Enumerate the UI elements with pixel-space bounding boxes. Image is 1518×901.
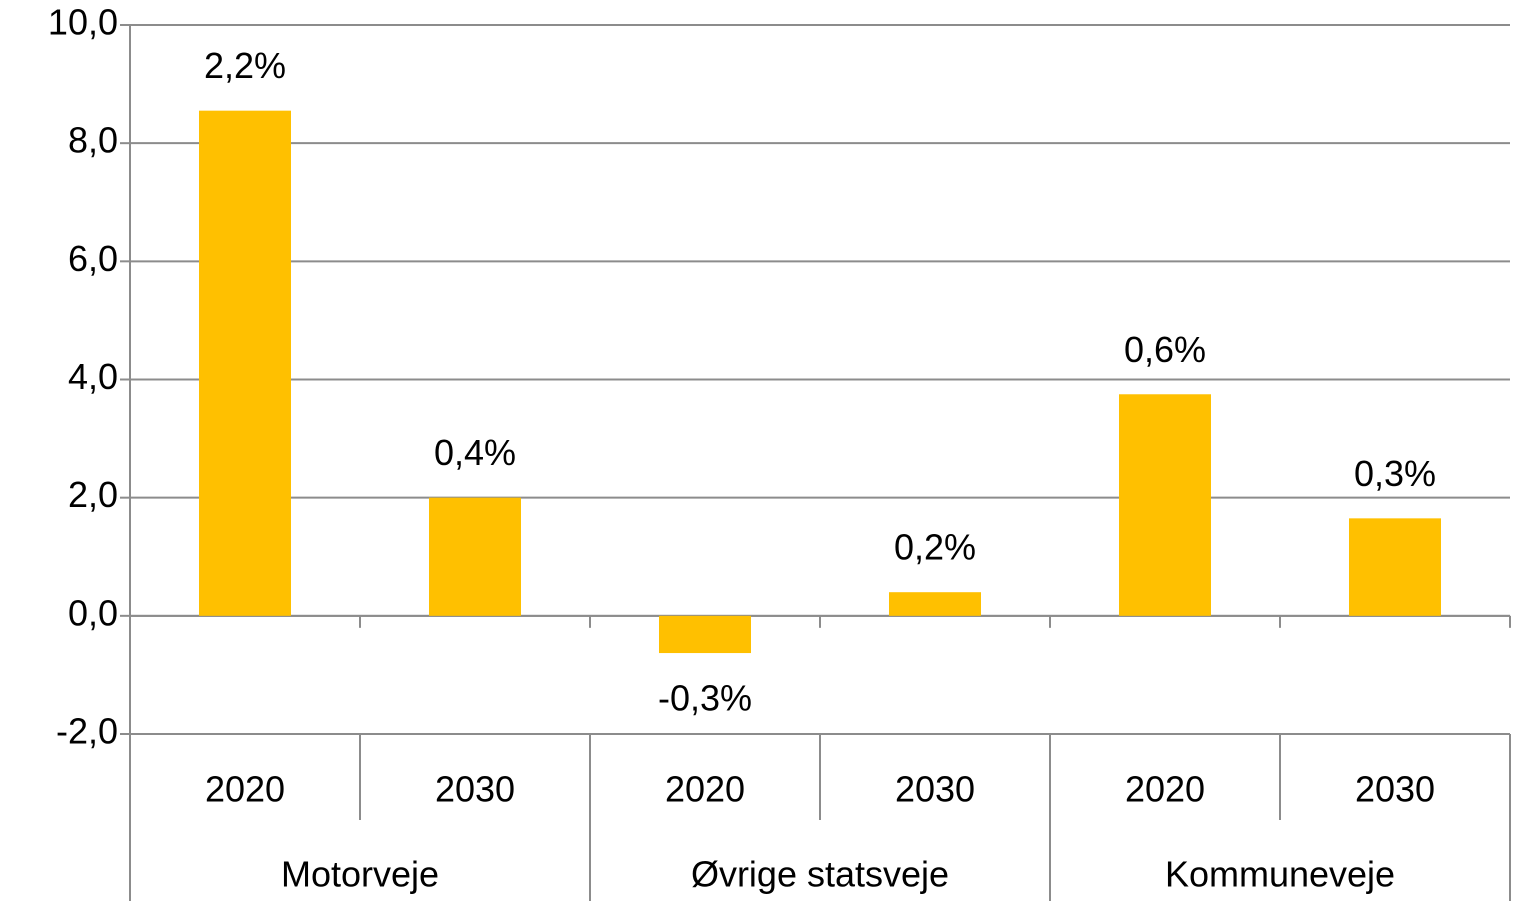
bar bbox=[659, 615, 751, 654]
bar-annotation: 0,6% bbox=[1124, 329, 1206, 370]
y-tick-label: 2,0 bbox=[68, 474, 118, 515]
y-tick-label: 10,0 bbox=[48, 2, 118, 43]
bar bbox=[1349, 518, 1441, 616]
x-tick-label: 2020 bbox=[205, 769, 285, 810]
group-label: Kommuneveje bbox=[1165, 854, 1395, 895]
y-tick-label: 8,0 bbox=[68, 120, 118, 161]
bar-annotation: 0,4% bbox=[434, 432, 516, 473]
x-tick-label: 2030 bbox=[1355, 769, 1435, 810]
bar-annotation: 0,3% bbox=[1354, 453, 1436, 494]
y-tick-label: 0,0 bbox=[68, 592, 118, 633]
bar bbox=[429, 497, 521, 616]
bar bbox=[1119, 394, 1211, 616]
group-label: Øvrige statsveje bbox=[691, 854, 949, 895]
x-tick-label: 2020 bbox=[1125, 769, 1205, 810]
bar-annotation: -0,3% bbox=[658, 678, 752, 719]
y-tick-label: 6,0 bbox=[68, 238, 118, 279]
y-tick-label: -2,0 bbox=[56, 711, 118, 752]
bar-annotation: 0,2% bbox=[894, 527, 976, 568]
bar-annotation: 2,2% bbox=[204, 45, 286, 86]
group-label: Motorveje bbox=[281, 854, 439, 895]
y-tick-label: 4,0 bbox=[68, 356, 118, 397]
x-tick-label: 2030 bbox=[435, 769, 515, 810]
x-tick-label: 2030 bbox=[895, 769, 975, 810]
x-tick-label: 2020 bbox=[665, 769, 745, 810]
bar bbox=[889, 592, 981, 616]
bar bbox=[199, 110, 291, 616]
